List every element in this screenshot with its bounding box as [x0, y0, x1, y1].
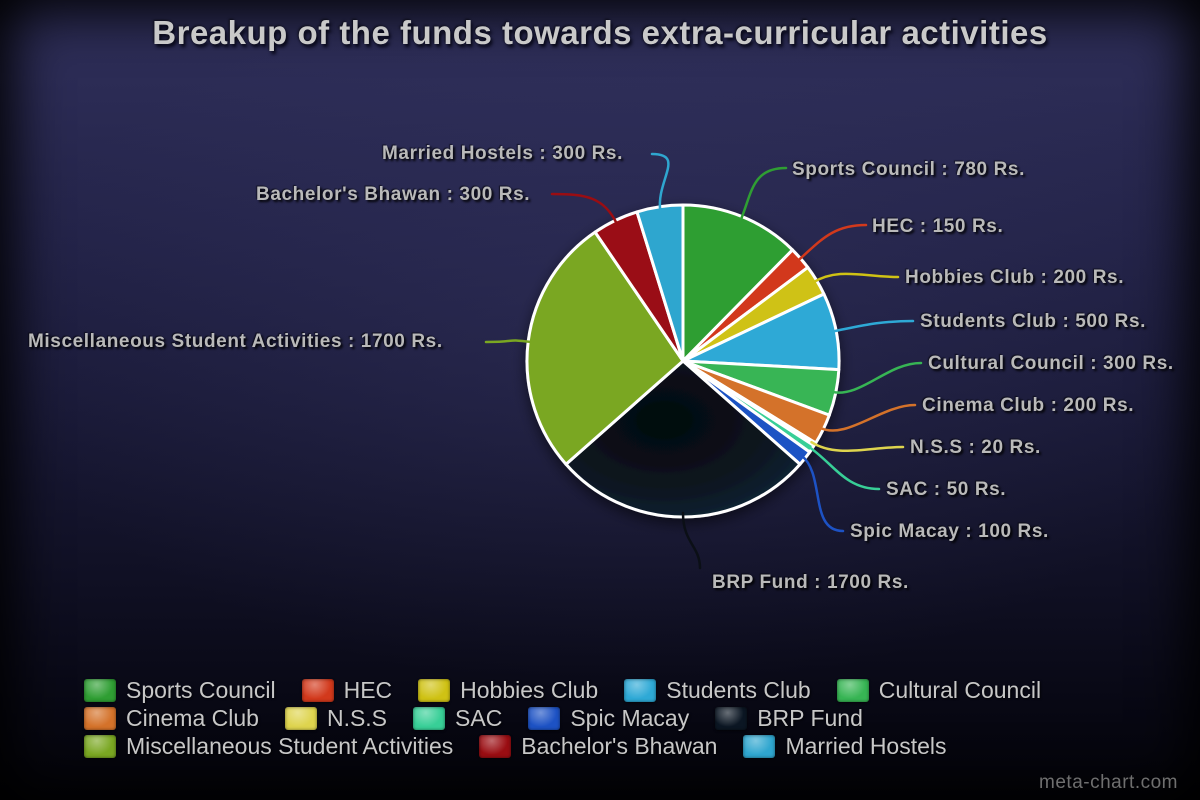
- legend-item-sports-council: Sports Council: [84, 676, 276, 704]
- legend-item-hec: HEC: [301, 676, 393, 704]
- leader-line-cinema-club: [818, 403, 917, 432]
- legend-item-cultural-council: Cultural Council: [836, 676, 1042, 704]
- legend-swatch-bachelor-s-bhawan: [479, 734, 512, 758]
- legend-item-miscellaneous-student-activities: Miscellaneous Student Activities: [84, 732, 453, 760]
- leader-line-hec: [796, 223, 868, 263]
- watermark: meta-chart.com: [1039, 772, 1178, 793]
- leader-line-students-club: [830, 319, 915, 333]
- legend-swatch-married-hostels: [743, 734, 776, 758]
- legend-swatch-spic-macay: [528, 706, 561, 730]
- legend-row: Cinema Club N.S.S SAC Spic Macay BRP Fund: [84, 704, 1041, 732]
- legend-label-brp-fund: BRP Fund: [757, 705, 863, 731]
- legend-swatch-hobbies-club: [418, 678, 451, 702]
- leader-line-married-hostels: [650, 152, 670, 212]
- legend-swatch-sports-council: [84, 678, 116, 702]
- slice-label-students-club: Students Club : 500 Rs.: [920, 311, 1147, 332]
- slice-label-cinema-club: Cinema Club : 200 Rs.: [922, 395, 1135, 416]
- legend-label-bachelor-s-bhawan: Bachelor's Bhawan: [521, 733, 718, 759]
- leader-lines-group: [484, 152, 923, 570]
- slice-label-married-hostels: Married Hostels : 300 Rs.: [382, 143, 623, 164]
- legend-label-hec: HEC: [343, 677, 393, 703]
- legend-swatch-n-s-s: [284, 706, 317, 730]
- legend-label-sports-council: Sports Council: [126, 677, 276, 703]
- leader-line-miscellaneous-student-activities: [484, 339, 534, 344]
- legend-row: Miscellaneous Student Activities Bachelor…: [84, 732, 1041, 760]
- legend-swatch-students-club: [624, 678, 657, 702]
- slice-label-sac: SAC : 50 Rs.: [886, 479, 1007, 500]
- legend-label-n-s-s: N.S.S: [326, 705, 388, 731]
- legend-label-miscellaneous-student-activities: Miscellaneous Student Activities: [126, 733, 454, 759]
- legend-item-sac: SAC: [413, 704, 502, 732]
- slice-label-brp-fund: BRP Fund : 1700 Rs.: [712, 572, 909, 593]
- legend-swatch-miscellaneous-student-activities: [84, 734, 116, 758]
- legend-swatch-sac: [413, 706, 446, 730]
- slice-label-hobbies-club: Hobbies Club : 200 Rs.: [905, 267, 1125, 288]
- slice-label-miscellaneous-student-activities: Miscellaneous Student Activities : 1700 …: [28, 331, 443, 352]
- legend-swatch-brp-fund: [715, 706, 748, 730]
- leader-line-spic-macay: [800, 454, 845, 533]
- slice-label-bachelor-s-bhawan: Bachelor's Bhawan : 300 Rs.: [256, 184, 531, 205]
- legend-item-married-hostels: Married Hostels: [743, 732, 947, 760]
- leader-line-hobbies-club: [811, 272, 900, 284]
- legend: Sports Council HEC Hobbies Club Students Cl…: [84, 676, 1041, 760]
- legend-label-cultural-council: Cultural Council: [878, 677, 1042, 703]
- legend-item-cinema-club: Cinema Club: [84, 704, 259, 732]
- leader-line-brp-fund: [681, 511, 702, 570]
- slice-label-spic-macay: Spic Macay : 100 Rs.: [850, 521, 1049, 542]
- legend-label-sac: SAC: [455, 705, 503, 731]
- legend-item-bachelor-s-bhawan: Bachelor's Bhawan: [479, 732, 717, 760]
- legend-label-married-hostels: Married Hostels: [785, 733, 947, 759]
- legend-swatch-hec: [301, 678, 334, 702]
- legend-item-n-s-s: N.S.S: [284, 704, 388, 732]
- leader-line-cultural-council: [830, 361, 923, 394]
- chart-title: Breakup of the funds towards extra-curri…: [152, 14, 1048, 51]
- slice-label-sports-council: Sports Council : 780 Rs.: [792, 159, 1025, 180]
- legend-label-hobbies-club: Hobbies Club: [460, 677, 599, 703]
- slice-label-cultural-council: Cultural Council : 300 Rs.: [928, 353, 1174, 374]
- legend-row: Sports Council HEC Hobbies Club Students Cl…: [84, 676, 1041, 704]
- pie-slices-group: [525, 203, 841, 519]
- leader-line-sac: [807, 445, 881, 491]
- legend-label-spic-macay: Spic Macay: [570, 705, 690, 731]
- leader-line-bachelor-s-bhawan: [550, 192, 619, 226]
- legend-label-students-club: Students Club: [666, 677, 811, 703]
- legend-swatch-cultural-council: [836, 678, 869, 702]
- legend-swatch-cinema-club: [84, 706, 116, 730]
- leader-line-n-s-s: [810, 440, 905, 453]
- legend-item-hobbies-club: Hobbies Club: [418, 676, 598, 704]
- legend-item-brp-fund: BRP Fund: [715, 704, 863, 732]
- legend-label-cinema-club: Cinema Club: [126, 705, 259, 731]
- legend-item-spic-macay: Spic Macay: [528, 704, 689, 732]
- slice-label-hec: HEC : 150 Rs.: [872, 216, 1004, 237]
- legend-item-students-club: Students Club: [624, 676, 811, 704]
- leader-line-sports-council: [739, 166, 788, 222]
- slice-label-n-s-s: N.S.S : 20 Rs.: [910, 437, 1041, 458]
